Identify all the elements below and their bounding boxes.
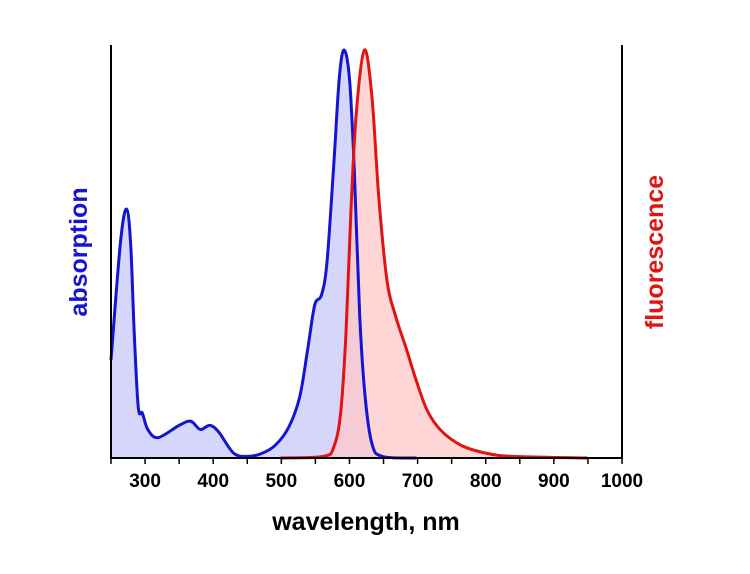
absorption-area	[111, 50, 417, 458]
x-tick-label: 700	[402, 471, 434, 492]
x-tick-label: 400	[197, 471, 229, 492]
fluorescence-line	[280, 48, 588, 460]
x-tick-label: 800	[470, 471, 502, 492]
x-tick-label: 600	[334, 471, 366, 492]
right-axis-title: fluorescence	[641, 175, 669, 329]
fluorescence-area	[280, 49, 588, 458]
x-tick-label: 900	[538, 471, 570, 492]
x-tick-label: 500	[265, 471, 297, 492]
x-tick-label: 300	[129, 471, 161, 492]
x-axis-title: wavelength, nm	[271, 508, 460, 536]
left-axis-title: absorption	[65, 187, 93, 316]
x-tick-label: 1000	[601, 471, 643, 492]
